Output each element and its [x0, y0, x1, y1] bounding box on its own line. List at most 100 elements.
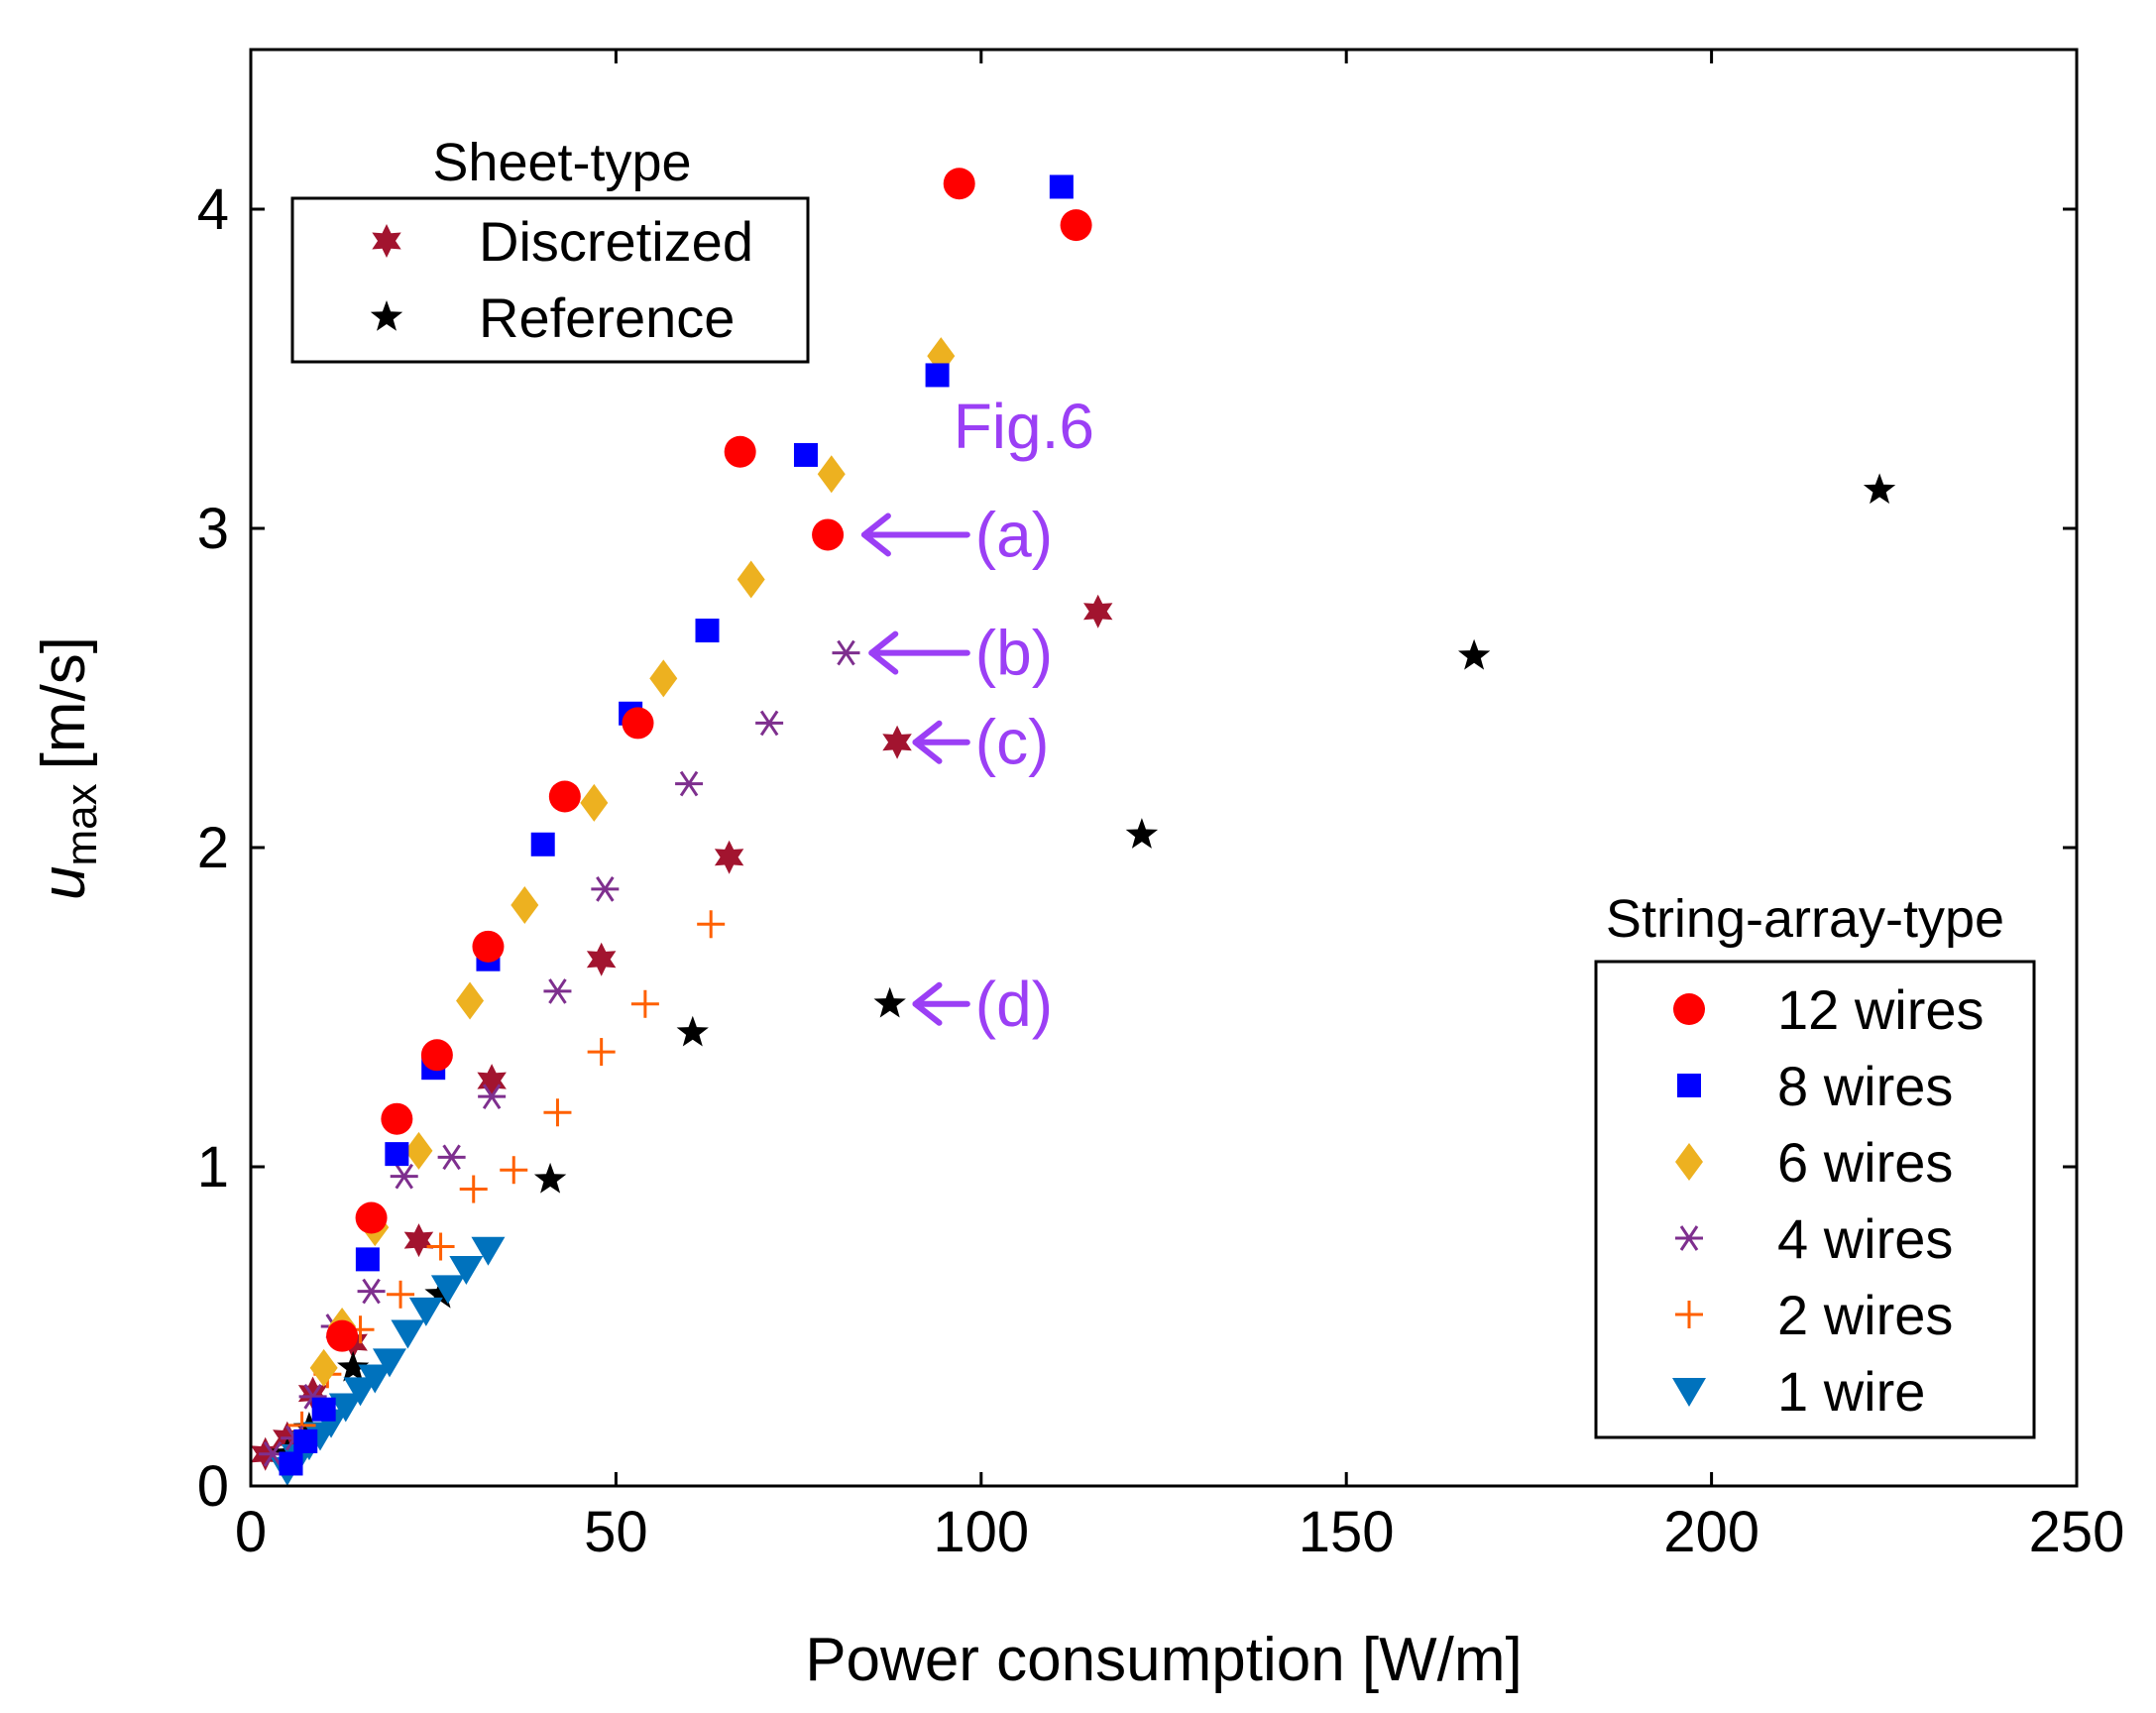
legend-string-entry-8-wires: 8 wires — [1777, 1055, 1953, 1117]
point-6-wires — [580, 783, 609, 822]
point-6-wires — [309, 1348, 338, 1387]
legend-sheet-entry-discretized: Discretized — [479, 210, 753, 273]
point-reference — [1863, 473, 1896, 505]
x-axis-label: Power consumption [W/m] — [805, 1626, 1523, 1694]
point-1-wire — [449, 1256, 484, 1286]
point-4-wires — [832, 639, 860, 666]
point-1-wire — [343, 1377, 378, 1407]
y-tick-label: 3 — [197, 497, 229, 561]
series-12-wires — [326, 168, 1092, 1352]
y-tick-label: 0 — [197, 1454, 229, 1519]
y-tick-label: 4 — [197, 177, 229, 242]
x-tick-label: 50 — [584, 1500, 648, 1564]
point-12-wires — [943, 168, 975, 200]
point-12-wires — [420, 1039, 453, 1072]
y-tick-label: 1 — [197, 1135, 229, 1199]
annotation-label-b: (b) — [975, 618, 1053, 689]
point-8-wires — [793, 442, 818, 467]
x-tick-label: 200 — [1663, 1500, 1759, 1564]
x-tick-label: 100 — [933, 1500, 1029, 1564]
plot-area-frame — [249, 48, 2079, 1488]
y-axis-label-main: u — [30, 865, 98, 899]
legend-string-entry-1-wire: 1 wire — [1777, 1360, 1925, 1423]
legend-icon-12-wires — [1673, 993, 1705, 1025]
point-reference — [1458, 638, 1491, 670]
point-1-wire — [430, 1275, 465, 1305]
point-1-wire — [471, 1236, 506, 1266]
legend-icon-reference — [370, 300, 403, 331]
x-tick-label: 250 — [2029, 1500, 2125, 1564]
point-discretized — [882, 725, 912, 759]
point-8-wires — [385, 1142, 409, 1167]
point-discretized — [714, 840, 744, 874]
annotation-arrow-b — [868, 630, 970, 675]
point-12-wires — [622, 707, 654, 740]
series-2-wires — [287, 910, 726, 1439]
point-4-wires — [675, 770, 704, 797]
point-4-wires — [543, 978, 572, 1004]
x-tick-label: 150 — [1299, 1500, 1395, 1564]
point-4-wires — [437, 1144, 466, 1171]
point-12-wires — [381, 1102, 413, 1135]
point-6-wires — [817, 455, 846, 494]
legend-sheet-title: Sheet-type — [432, 133, 691, 192]
point-4-wires — [755, 710, 784, 737]
point-4-wires — [390, 1163, 418, 1190]
x-tick-label: 0 — [235, 1500, 267, 1564]
legend-string-title: String-array-type — [1606, 889, 2004, 949]
point-reference — [873, 986, 906, 1018]
legend-string-entry-6-wires: 6 wires — [1777, 1131, 1953, 1194]
point-reference — [337, 1350, 370, 1382]
y-tick-label: 2 — [197, 816, 229, 880]
legend-sheet-icons — [370, 224, 403, 331]
point-discretized — [1083, 594, 1113, 628]
point-1-wire — [408, 1297, 443, 1326]
point-12-wires — [1060, 209, 1092, 242]
annotation-arrow-a — [860, 513, 970, 557]
annotation-label-c: (c) — [975, 707, 1050, 778]
point-2-wires — [459, 1175, 488, 1203]
point-6-wires — [649, 659, 678, 698]
point-4-wires — [478, 1084, 507, 1109]
legend-string-entry-2-wires: 2 wires — [1777, 1284, 1953, 1346]
annotation-label-fig6: Fig.6 — [954, 391, 1094, 462]
point-12-wires — [724, 435, 756, 468]
point-reference — [533, 1162, 567, 1194]
y-axis-label-unit: [m/s] — [30, 636, 98, 769]
legend-icon-4-wires — [1675, 1225, 1703, 1251]
point-8-wires — [925, 363, 950, 388]
point-8-wires — [279, 1451, 303, 1476]
point-2-wires — [543, 1098, 572, 1127]
legend-sheet-entry-reference: Reference — [479, 286, 735, 349]
marks-layer — [251, 168, 1896, 1486]
legend-icon-8-wires — [1677, 1074, 1701, 1097]
point-6-wires — [511, 885, 539, 924]
point-2-wires — [697, 910, 726, 939]
point-8-wires — [530, 832, 555, 856]
point-discretized — [297, 1376, 328, 1411]
point-discretized — [403, 1223, 434, 1258]
legend-icon-6-wires — [1675, 1143, 1703, 1181]
y-axis-label: umax [m/s] — [30, 636, 106, 900]
point-4-wires — [591, 876, 620, 902]
legend-icon-1-wire — [1672, 1378, 1706, 1407]
point-2-wires — [387, 1280, 415, 1309]
point-2-wires — [630, 989, 659, 1018]
point-12-wires — [548, 780, 581, 813]
point-1-wire — [391, 1319, 425, 1349]
point-4-wires — [357, 1278, 386, 1305]
point-12-wires — [355, 1201, 388, 1234]
point-reference — [424, 1277, 457, 1309]
point-reference — [676, 1015, 709, 1047]
point-6-wires — [737, 560, 765, 599]
annotation-label-a: (a) — [975, 499, 1053, 570]
point-1-wire — [372, 1348, 406, 1378]
point-1-wire — [328, 1393, 363, 1423]
point-8-wires — [1049, 174, 1074, 199]
legend-string-box — [1594, 960, 2036, 1439]
point-6-wires — [456, 981, 485, 1020]
legend-icon-discretized — [372, 224, 401, 258]
series-4-wires — [259, 639, 860, 1467]
point-discretized — [586, 942, 617, 976]
point-12-wires — [812, 518, 845, 551]
